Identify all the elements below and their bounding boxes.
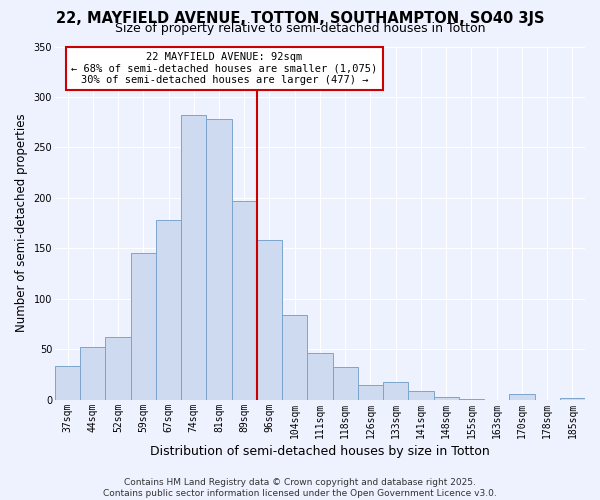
Bar bbox=[257, 240, 282, 400]
Bar bbox=[434, 396, 459, 400]
Y-axis label: Number of semi-detached properties: Number of semi-detached properties bbox=[15, 114, 28, 332]
Bar bbox=[307, 353, 332, 400]
Bar bbox=[106, 337, 131, 400]
Bar bbox=[282, 315, 307, 400]
Bar bbox=[459, 398, 484, 400]
Bar bbox=[509, 394, 535, 400]
Bar bbox=[181, 115, 206, 400]
Bar bbox=[156, 220, 181, 400]
Bar bbox=[409, 392, 434, 400]
Bar bbox=[383, 382, 409, 400]
Bar bbox=[55, 366, 80, 400]
Bar bbox=[131, 254, 156, 400]
Bar bbox=[206, 119, 232, 400]
X-axis label: Distribution of semi-detached houses by size in Totton: Distribution of semi-detached houses by … bbox=[150, 444, 490, 458]
Text: Size of property relative to semi-detached houses in Totton: Size of property relative to semi-detach… bbox=[115, 22, 485, 35]
Text: 22, MAYFIELD AVENUE, TOTTON, SOUTHAMPTON, SO40 3JS: 22, MAYFIELD AVENUE, TOTTON, SOUTHAMPTON… bbox=[56, 11, 544, 26]
Text: 22 MAYFIELD AVENUE: 92sqm
← 68% of semi-detached houses are smaller (1,075)
30% : 22 MAYFIELD AVENUE: 92sqm ← 68% of semi-… bbox=[71, 52, 377, 85]
Bar bbox=[232, 201, 257, 400]
Bar bbox=[80, 347, 106, 400]
Text: Contains HM Land Registry data © Crown copyright and database right 2025.
Contai: Contains HM Land Registry data © Crown c… bbox=[103, 478, 497, 498]
Bar bbox=[332, 368, 358, 400]
Bar bbox=[560, 398, 585, 400]
Bar bbox=[358, 386, 383, 400]
